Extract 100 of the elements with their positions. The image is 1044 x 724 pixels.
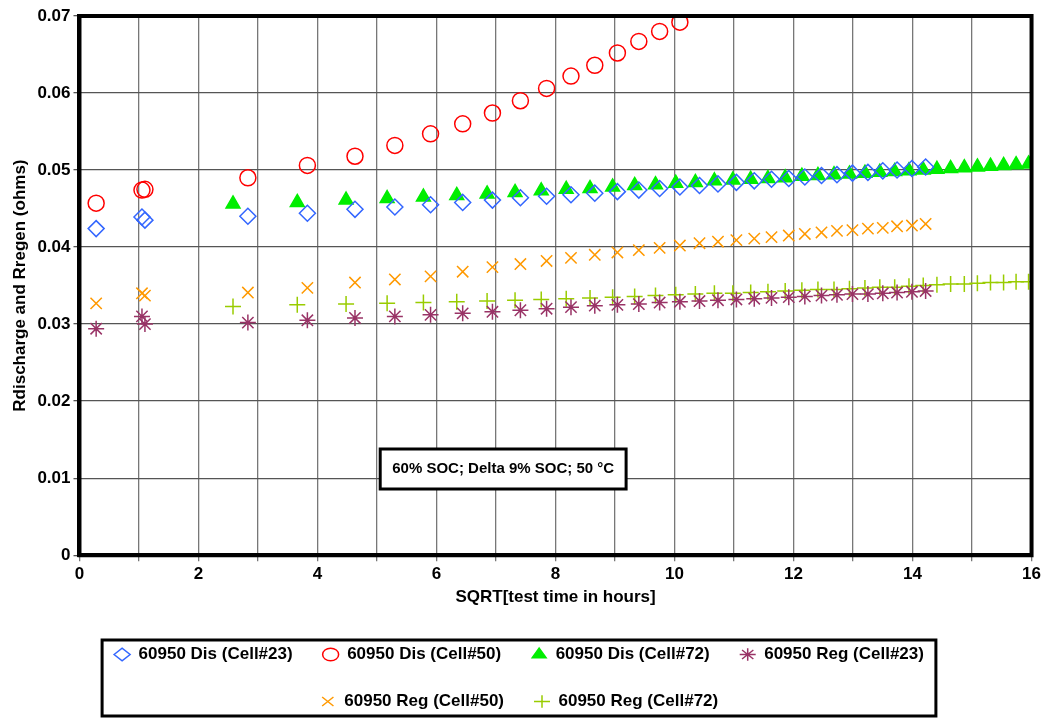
point — [511, 91, 530, 110]
point — [388, 273, 402, 286]
point — [815, 226, 828, 239]
point — [89, 296, 103, 310]
point — [900, 277, 918, 296]
point — [532, 290, 550, 309]
point — [671, 178, 689, 196]
point — [483, 191, 502, 209]
point — [905, 219, 919, 232]
legend-label: 60950 Dis (Cell#50) — [347, 644, 502, 664]
point — [793, 281, 811, 299]
point — [874, 284, 892, 303]
point — [449, 186, 465, 201]
point — [709, 291, 727, 309]
point — [798, 227, 812, 241]
point — [762, 289, 781, 307]
point — [421, 125, 440, 143]
point — [632, 243, 646, 257]
point — [724, 284, 742, 303]
point — [540, 254, 553, 268]
point — [859, 163, 877, 182]
x-tick-label: 14 — [903, 564, 923, 584]
point — [608, 182, 627, 201]
point — [646, 286, 665, 305]
point — [378, 294, 396, 313]
point — [241, 286, 255, 299]
point — [421, 306, 440, 324]
point — [478, 292, 496, 310]
point — [346, 147, 364, 165]
point — [239, 207, 257, 226]
point — [298, 204, 317, 222]
y-tick-label: 0.02 — [37, 390, 71, 410]
point — [1008, 155, 1024, 170]
point — [421, 195, 440, 214]
point — [690, 176, 709, 195]
point — [456, 265, 470, 279]
point — [812, 166, 831, 185]
x-tick-label: 0 — [74, 564, 85, 584]
legend-label: 60950 Reg (Cell#50) — [344, 691, 504, 711]
point — [843, 164, 862, 182]
point — [730, 233, 743, 247]
point — [239, 313, 257, 332]
point — [796, 287, 814, 306]
point — [928, 276, 946, 294]
y-tick-label: 0.06 — [37, 82, 71, 102]
point — [782, 229, 796, 242]
point — [919, 217, 933, 231]
point — [87, 194, 105, 212]
point — [856, 279, 874, 297]
point — [968, 274, 987, 293]
point — [537, 187, 556, 205]
point — [348, 276, 362, 289]
point — [414, 293, 433, 312]
point — [562, 185, 580, 204]
point — [690, 292, 709, 310]
point — [511, 301, 530, 319]
point — [765, 230, 778, 244]
point — [759, 283, 777, 301]
point — [914, 276, 932, 295]
point — [511, 189, 530, 207]
point — [727, 173, 746, 192]
point — [608, 296, 627, 314]
x-tick-label: 12 — [784, 564, 803, 584]
point — [745, 289, 764, 308]
point — [625, 287, 644, 306]
point — [447, 293, 466, 311]
point — [711, 235, 725, 249]
point — [828, 165, 846, 184]
point — [300, 281, 314, 295]
point — [876, 221, 890, 235]
point — [830, 224, 844, 238]
y-axis-title: Rdischarge and Rregen (ohms) — [9, 159, 29, 412]
y-tick-label: 0.03 — [37, 313, 71, 333]
point — [686, 285, 705, 303]
point — [557, 289, 575, 308]
point — [666, 286, 685, 304]
point — [825, 280, 843, 299]
point — [298, 311, 317, 330]
point — [727, 290, 746, 309]
point — [650, 22, 669, 41]
y-tick-label: 0 — [61, 544, 71, 564]
point — [871, 278, 889, 296]
point — [603, 288, 622, 306]
annotation: 60% SOC; Delta 9% SOC; 50 °C — [392, 459, 615, 477]
point — [843, 285, 862, 303]
point — [506, 291, 524, 309]
point — [586, 184, 604, 202]
point — [224, 297, 242, 316]
point — [424, 269, 437, 283]
point — [87, 319, 105, 338]
point — [630, 181, 648, 199]
point — [890, 219, 904, 233]
legend-label: 60950 Dis (Cell#72) — [555, 644, 710, 664]
point — [386, 136, 404, 155]
point — [942, 159, 959, 174]
point — [630, 295, 648, 313]
point — [653, 241, 667, 255]
point — [994, 273, 1013, 292]
point — [828, 286, 846, 304]
point — [955, 275, 974, 293]
